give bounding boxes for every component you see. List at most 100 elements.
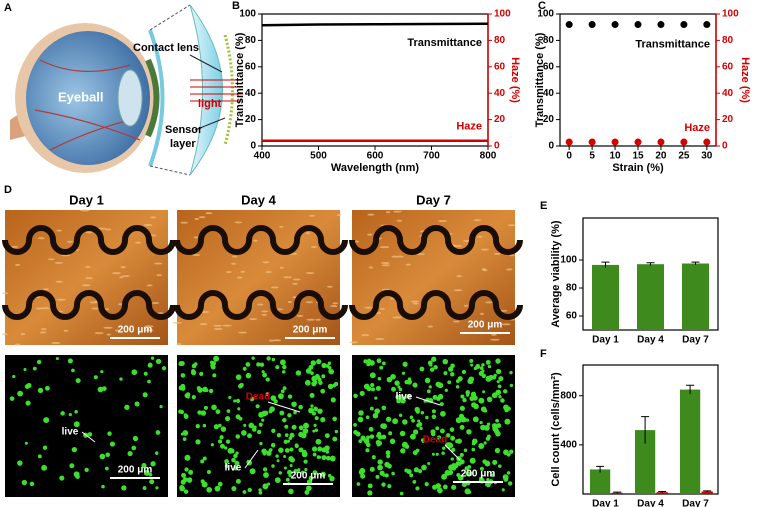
- cell: [206, 469, 211, 474]
- cell: [381, 434, 387, 440]
- cell: [9, 396, 15, 401]
- error-bar: [646, 262, 655, 266]
- y2-axis-label: Haze (%): [739, 57, 751, 103]
- cell: [320, 388, 326, 394]
- cell: [366, 358, 372, 363]
- cell: [486, 422, 491, 426]
- cell: [206, 486, 213, 493]
- cell: [261, 313, 267, 316]
- cell: [508, 449, 514, 454]
- cell: [436, 397, 441, 401]
- scale-bar-label: 200 μm: [468, 320, 503, 331]
- cell: [478, 397, 485, 404]
- cell: [333, 381, 339, 387]
- cell: [157, 312, 164, 315]
- y-tick-label: 100: [560, 255, 577, 266]
- cell: [284, 424, 289, 429]
- cell: [445, 433, 451, 438]
- cell: [238, 416, 243, 421]
- cell: [142, 392, 148, 398]
- cell: [431, 356, 437, 362]
- cell: [220, 426, 227, 432]
- cell: [380, 423, 386, 429]
- cell: [195, 423, 200, 429]
- cell: [329, 455, 336, 462]
- cell: [224, 446, 228, 450]
- cell: [495, 418, 499, 423]
- cell: [304, 468, 308, 472]
- cell: [135, 241, 142, 244]
- y2-tick-label: 80: [722, 35, 734, 46]
- point: [703, 21, 711, 29]
- cell: [472, 416, 479, 423]
- cell: [56, 229, 63, 232]
- cell: [155, 486, 159, 490]
- lens-section: [189, 4, 223, 176]
- cell: [25, 400, 31, 406]
- cell: [276, 459, 280, 463]
- cell: [437, 487, 443, 494]
- cell: [288, 436, 293, 441]
- cell: [389, 438, 396, 445]
- x-tick-label: 15: [632, 151, 644, 162]
- cell: [101, 386, 107, 391]
- label: layer: [170, 138, 196, 150]
- cell: [436, 435, 442, 440]
- cell: [369, 466, 375, 472]
- day-label: Day 7: [416, 192, 451, 207]
- x-tick-label: 5: [589, 151, 595, 162]
- serpentine-electrode: [174, 225, 348, 255]
- live-label: live: [62, 427, 79, 438]
- cell: [188, 469, 194, 475]
- serpentine-electrode: [2, 290, 176, 320]
- panel-label: E: [540, 200, 547, 212]
- cell: [465, 471, 471, 476]
- y2-tick-label: 20: [722, 114, 734, 125]
- cell: [486, 396, 493, 403]
- bar: [682, 263, 709, 330]
- cell: [219, 435, 224, 440]
- cell: [274, 477, 281, 484]
- cell: [381, 482, 386, 487]
- cell: [459, 459, 465, 465]
- cell: [505, 268, 513, 271]
- cell: [503, 404, 509, 411]
- cell: [506, 471, 511, 475]
- cell: [155, 358, 162, 365]
- cell: [200, 479, 205, 484]
- cell: [245, 372, 252, 379]
- cell: [327, 473, 332, 478]
- cell: [453, 320, 460, 323]
- pointer: [267, 401, 301, 413]
- cell: [235, 398, 241, 403]
- cell: [478, 443, 485, 450]
- cell: [197, 387, 203, 393]
- cell: [441, 473, 447, 480]
- x-tick-label: 30: [701, 151, 713, 162]
- cell: [433, 365, 438, 370]
- cell: [289, 432, 295, 438]
- cell: [301, 451, 308, 458]
- cell: [185, 392, 191, 397]
- cell: [461, 481, 468, 487]
- pointer: [81, 431, 96, 443]
- cell: [469, 358, 474, 363]
- cell: [398, 387, 403, 392]
- cell: [213, 328, 223, 331]
- cell: [97, 386, 104, 393]
- point: [588, 138, 596, 146]
- panel-label: F: [540, 348, 547, 360]
- cell: [154, 451, 159, 455]
- cell: [143, 223, 153, 226]
- cell: [455, 417, 462, 424]
- cell: [492, 425, 498, 432]
- cell: [326, 285, 333, 288]
- cell: [55, 280, 64, 283]
- cell: [509, 370, 513, 375]
- cell: [115, 329, 120, 332]
- cell: [287, 469, 293, 475]
- cell: [500, 398, 505, 403]
- cell: [277, 393, 284, 400]
- cell: [447, 380, 452, 385]
